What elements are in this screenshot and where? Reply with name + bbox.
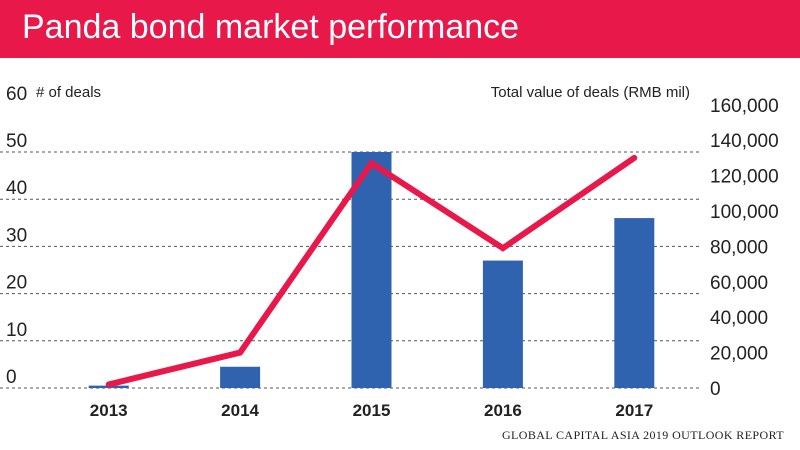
y-left-tick-label: 0 <box>6 367 17 388</box>
x-tick-label: 2015 <box>353 401 391 420</box>
y-left-tick-label: 30 <box>6 225 27 246</box>
chart-title: Panda bond market performance <box>22 8 520 46</box>
y-right-tick-label: 60,000 <box>710 273 768 294</box>
bar-2016 <box>482 260 523 388</box>
y-left-tick-label: 40 <box>6 178 27 199</box>
y-right-tick-label: 120,000 <box>710 167 779 188</box>
y-right-tick-label: 100,000 <box>710 202 779 223</box>
x-tick-label: 2016 <box>484 401 522 420</box>
bar-2015 <box>351 152 392 388</box>
y-right-tick-label: 140,000 <box>710 131 779 152</box>
y-left-tick-label: 50 <box>6 131 27 152</box>
y-left-axis-label: # of deals <box>36 84 101 101</box>
y-left-tick-label: 10 <box>6 320 27 341</box>
bar-2014 <box>220 366 261 388</box>
y-right-tick-label: 80,000 <box>710 237 768 258</box>
y-right-axis-label: Total value of deals (RMB mil) <box>491 84 690 101</box>
source-credit: GLOBAL CAPITAL ASIA 2019 OUTLOOK REPORT <box>501 428 784 442</box>
x-tick-label: 2014 <box>221 401 259 420</box>
y-left-tick-label: 60 <box>6 84 27 105</box>
bar-2017 <box>614 218 655 388</box>
y-left-tick-label: 20 <box>6 273 27 294</box>
y-right-tick-label: 160,000 <box>710 96 779 117</box>
y-right-tick-label: 40,000 <box>710 308 768 329</box>
y-right-tick-label: 0 <box>710 379 721 400</box>
x-tick-label: 2017 <box>615 401 653 420</box>
x-tick-label: 2013 <box>90 401 128 420</box>
title-banner <box>0 0 800 58</box>
y-right-tick-label: 20,000 <box>710 344 768 365</box>
